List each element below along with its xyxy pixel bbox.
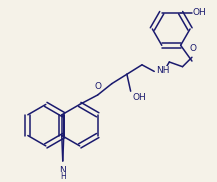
Text: N: N (59, 166, 66, 175)
Text: O: O (189, 44, 196, 54)
Text: NH: NH (156, 66, 170, 75)
Text: OH: OH (193, 8, 207, 17)
Text: H: H (60, 172, 66, 181)
Text: O: O (94, 82, 101, 91)
Text: OH: OH (133, 93, 146, 102)
